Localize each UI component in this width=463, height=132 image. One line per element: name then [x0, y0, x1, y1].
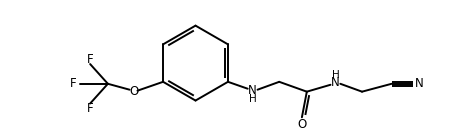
Text: H: H [248, 94, 256, 104]
Text: N: N [414, 77, 423, 90]
Text: F: F [87, 53, 93, 66]
Text: O: O [129, 85, 138, 98]
Text: H: H [331, 70, 338, 80]
Text: N: N [248, 84, 257, 97]
Text: F: F [87, 102, 93, 115]
Text: F: F [70, 77, 76, 90]
Text: O: O [297, 118, 306, 131]
Text: N: N [330, 76, 339, 89]
